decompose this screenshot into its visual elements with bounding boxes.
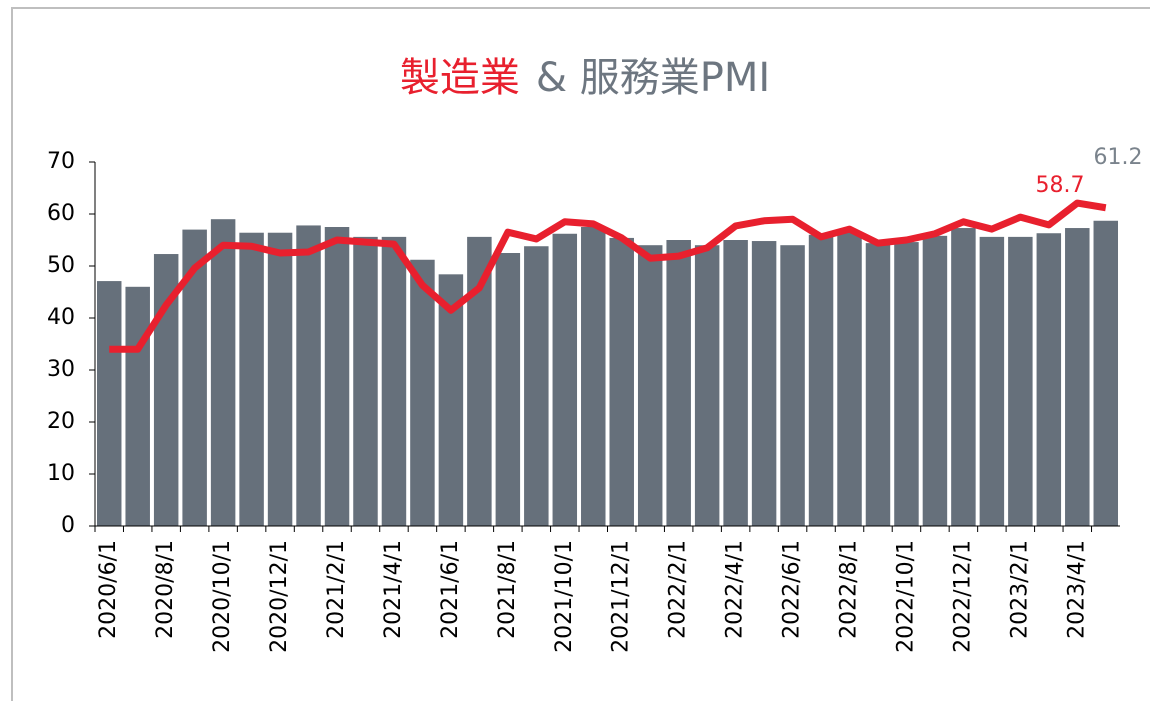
y-tick-label: 10: [47, 461, 75, 486]
y-tick-label: 60: [47, 201, 75, 226]
line: [109, 199, 1107, 353]
x-tick-label: 2020/12/1: [267, 540, 292, 653]
bar: [353, 236, 378, 526]
x-tick-label: 2021/12/1: [609, 540, 634, 653]
bar: [1065, 228, 1090, 527]
bar: [381, 236, 407, 526]
bar: [296, 225, 321, 526]
bar: [210, 219, 236, 526]
bar: [609, 237, 634, 527]
bar: [1008, 236, 1033, 526]
bar: [552, 233, 578, 526]
x-tick-label: 2022/12/1: [950, 540, 975, 653]
x-tick-label: 2022/8/1: [837, 540, 862, 639]
bar: [581, 227, 606, 526]
bar: [495, 253, 521, 526]
bar: [410, 259, 435, 526]
y-tick-label: 50: [47, 253, 75, 278]
bar: [780, 245, 805, 526]
x-tick-label: 2021/2/1: [324, 540, 349, 639]
bar: [979, 236, 1005, 526]
bar: [666, 240, 691, 526]
x-tick-label: 2022/2/1: [666, 540, 691, 639]
y-tick-label: 70: [47, 149, 75, 174]
bar: [524, 246, 549, 527]
x-tick-label: 2020/10/1: [210, 540, 235, 653]
title-rest: & 服務業PMI: [536, 55, 770, 101]
bar: [865, 243, 891, 526]
y-tick-label: 0: [61, 513, 75, 538]
x-tick-label: 2020/8/1: [153, 540, 178, 639]
y-tick-label: 20: [47, 409, 75, 434]
bar: [1093, 220, 1119, 526]
y-tick-label: 40: [47, 305, 75, 330]
chart-title: 製造業 & 服務業PMI: [400, 55, 770, 101]
bar: [837, 232, 862, 526]
annotation: 61.2: [1094, 145, 1143, 170]
bar: [723, 240, 748, 526]
bar: [267, 232, 293, 526]
bar: [438, 274, 464, 526]
x-tick-label: 2022/6/1: [780, 540, 805, 639]
x-tick-label: 2021/8/1: [495, 540, 520, 639]
bar: [96, 281, 122, 526]
x-tick-label: 2023/2/1: [1007, 540, 1032, 639]
bar: [808, 234, 834, 527]
x-tick-label: 2021/4/1: [381, 540, 406, 639]
bar: [951, 228, 976, 527]
bar: [324, 227, 350, 526]
bar: [751, 241, 777, 527]
bar: [894, 242, 919, 526]
bar: [694, 245, 720, 526]
x-tick-label: 2021/10/1: [552, 540, 577, 653]
bar: [125, 286, 150, 526]
x-tick-label: 2020/6/1: [96, 540, 121, 639]
bar: [637, 245, 663, 526]
y-tick-label: 30: [47, 357, 75, 382]
bar: [1036, 233, 1062, 527]
title-highlight: 製造業: [400, 55, 520, 101]
x-tick-label: 2022/10/1: [893, 540, 918, 653]
annotation: 58.7: [1036, 173, 1085, 198]
x-tick-label: 2023/4/1: [1064, 540, 1089, 639]
x-tick-label: 2022/4/1: [723, 540, 748, 639]
bar: [922, 235, 948, 526]
bar: [239, 232, 264, 526]
x-tick-label: 2021/6/1: [438, 540, 463, 639]
